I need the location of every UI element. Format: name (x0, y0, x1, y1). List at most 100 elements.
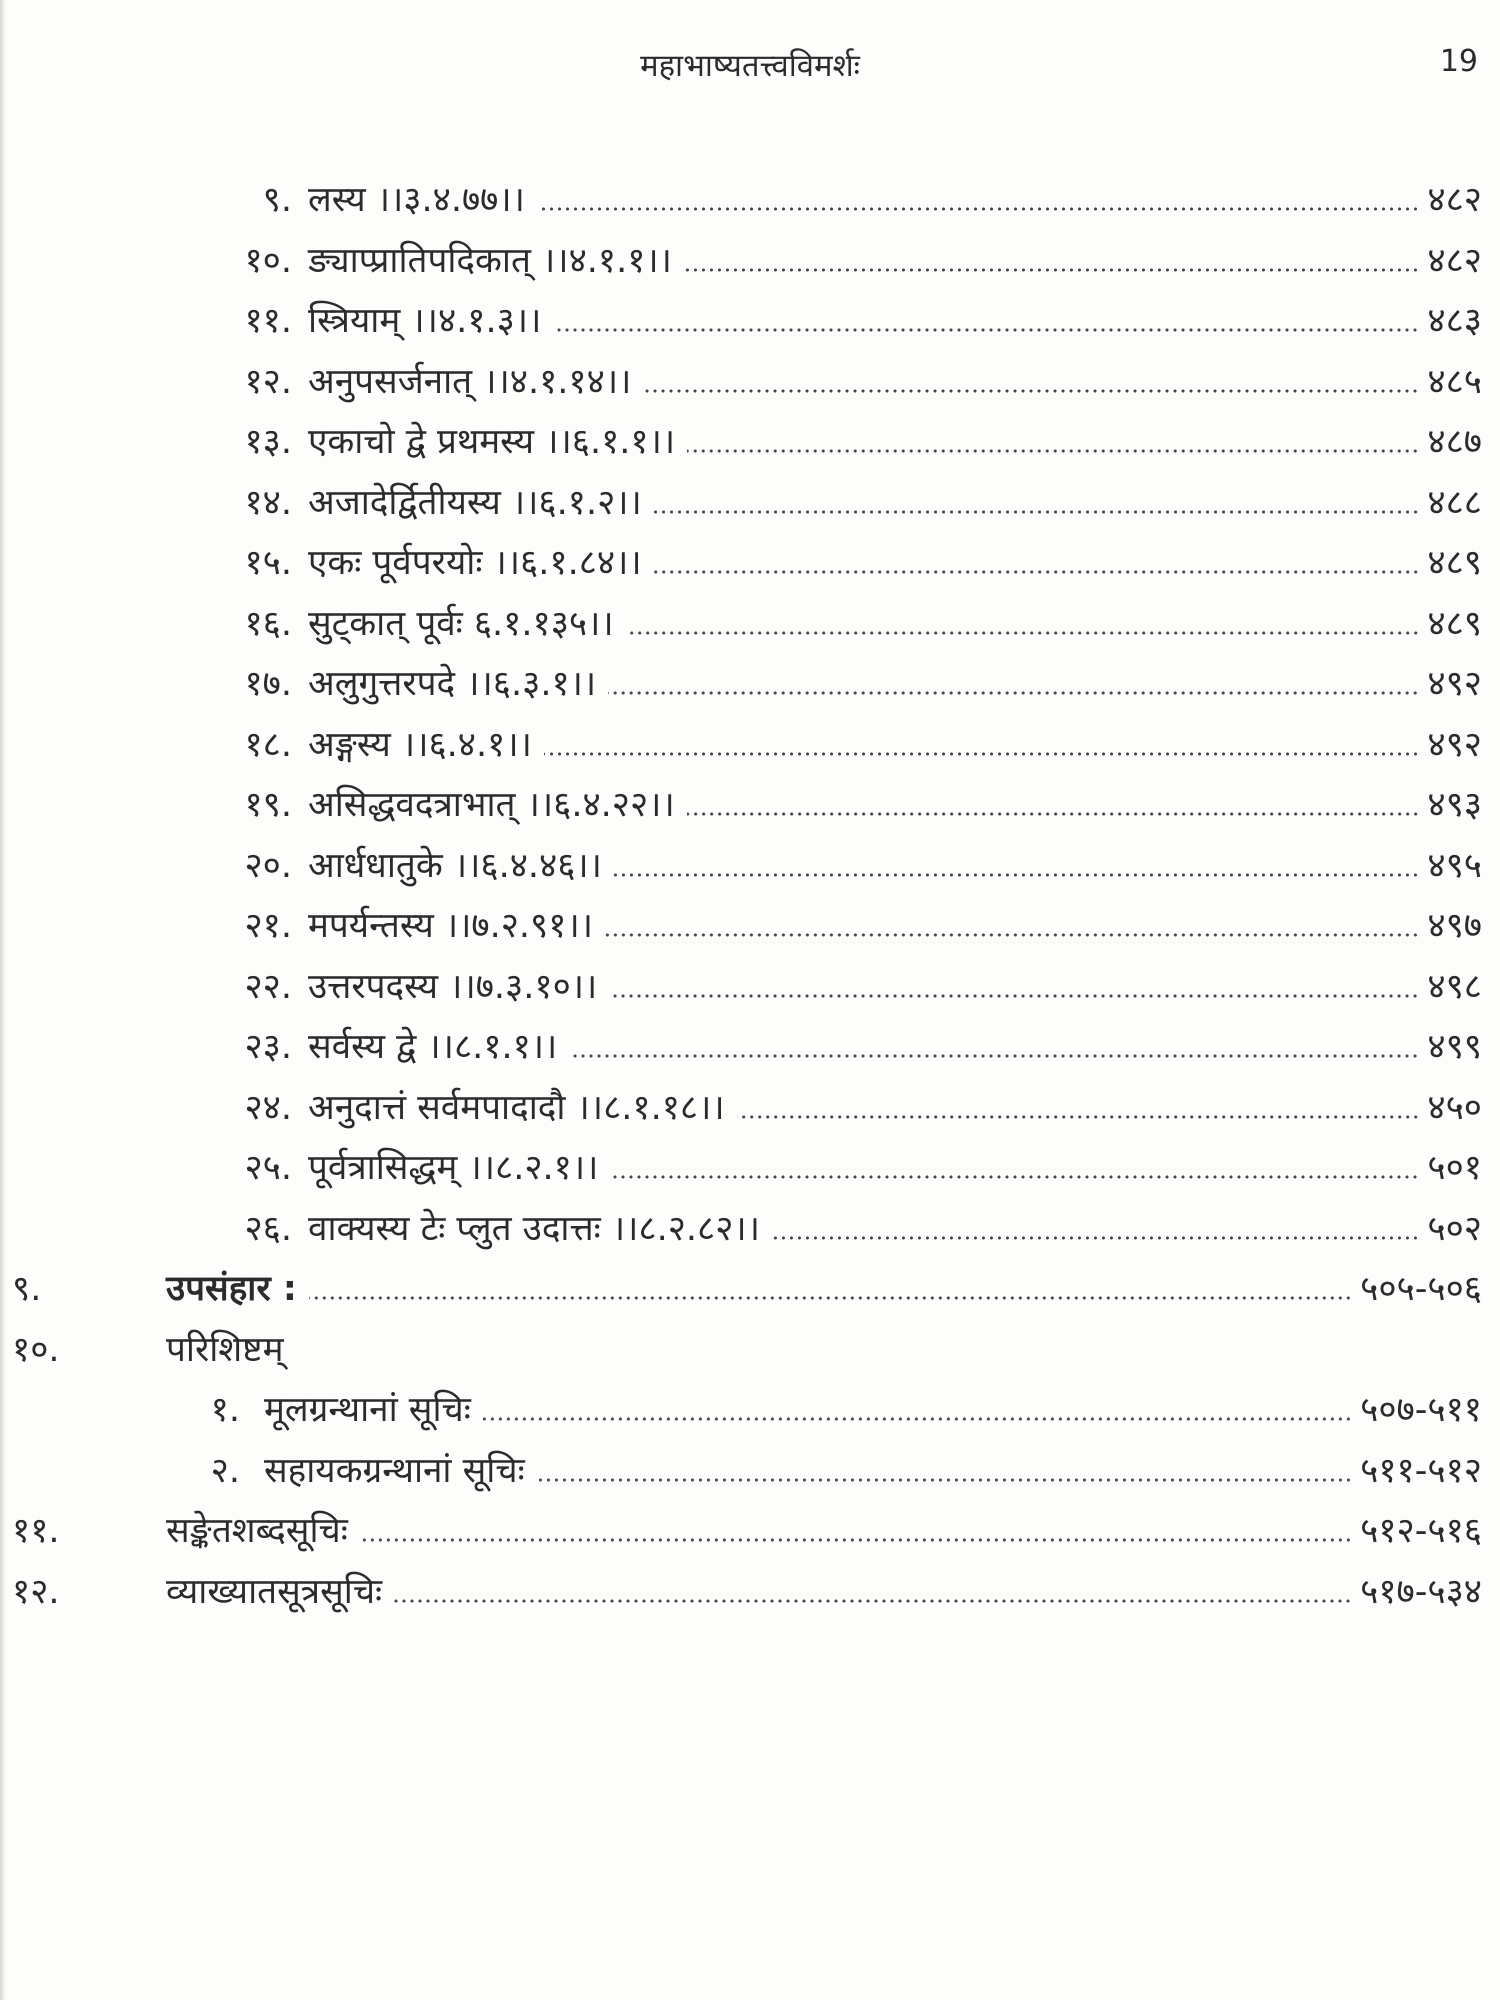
dot-leader (359, 1537, 1353, 1543)
toc-entry-title: सङ्केतशब्दसूचिः (166, 1511, 348, 1551)
toc-entry-number: १०. (12, 1329, 60, 1370)
toc-entry-page: ४८९ (1427, 603, 1482, 644)
toc-entry: ९. उपसंहार : ५०५-५०६ (0, 1265, 1482, 1313)
dot-leader (686, 811, 1420, 817)
toc-entry-number: १६. (244, 603, 292, 644)
dot-leader (643, 387, 1420, 394)
dot-leader (536, 1476, 1353, 1483)
toc-entry: २१. मपर्यन्तस्य ।।७.२.९१।। ४९७ (0, 902, 1482, 950)
dot-leader (613, 871, 1420, 878)
toc-entry: २०. आर्धधातुके ।।६.४.४६।। ४९५ (0, 842, 1482, 890)
toc-entry: ११. स्त्रियाम् ।।४.१.३।। ४८३ (0, 297, 1482, 345)
toc-entry-title: व्याख्यातसूत्रसूचिः (166, 1571, 383, 1612)
dot-leader (569, 1053, 1420, 1059)
dot-leader (683, 266, 1420, 273)
toc-entry-page: ४९८ (1427, 966, 1482, 1007)
toc-entry-title: पूर्वत्रासिद्धम् ।।८.२.१।। (308, 1148, 599, 1188)
dot-leader (394, 1597, 1353, 1604)
toc-entry-title: अलुगुत्तरपदे ।।६.३.१।। (308, 664, 597, 704)
toc-entry-number: ९. (262, 180, 292, 220)
toc-entry-page: ४५० (1427, 1087, 1482, 1128)
toc-entry-title: ङ्याप्प्रातिपदिकात् ।।४.१.१।। (308, 240, 672, 281)
toc-entry: २६. वाक्यस्य टेः प्लुत उदात्तः ।।८.२.८२।।… (0, 1205, 1482, 1253)
toc-entry: १३. एकाचो द्वे प्रथमस्य ।।६.१.१।। ४८७ (0, 418, 1482, 466)
toc-entry-page: ४८५ (1427, 361, 1482, 402)
toc-entry-page: ५११-५१२ (1360, 1450, 1482, 1491)
toc-entry-title: अनुदात्तं सर्वमपादादौ ।।८.१.१८।। (308, 1087, 725, 1128)
page-number: 19 (1439, 44, 1478, 79)
toc-entry-number: २३. (244, 1027, 292, 1067)
toc-entry-title: अङ्गस्य ।।६.४.१।। (308, 724, 532, 765)
dot-leader (609, 992, 1420, 999)
toc-entry: ११. सङ्केतशब्दसूचिः ५१२-५१६ (0, 1507, 1482, 1555)
toc-entry-title: वाक्यस्य टेः प्लुत उदात्तः ।।८.२.८२।। (308, 1208, 760, 1249)
toc-entry-page: ४८९ (1427, 543, 1482, 583)
toc-entry: १४. अजादेर्द्वितीयस्य ।।६.१.२।। ४८८ (0, 479, 1482, 527)
running-header-title: महाभाष्यतत्त्वविमर्शः (640, 48, 860, 84)
toc-entry-page: ४८७ (1427, 422, 1482, 462)
page-gutter-shadow (0, 0, 6, 2000)
toc-entry-title: लस्य ।।३.४.७७।। (308, 180, 525, 220)
toc-entry-page: ४८२ (1427, 240, 1482, 281)
dot-leader (610, 1174, 1420, 1180)
toc-entry: १२. व्याख्यातसूत्रसूचिः ५१७-५३४ (0, 1568, 1482, 1616)
dot-leader (536, 206, 1420, 212)
toc-entry-title: परिशिष्टम् (166, 1329, 284, 1370)
toc-entry-number: २२. (244, 966, 292, 1007)
toc-entry-page: ४९५ (1427, 845, 1482, 886)
dot-leader (687, 448, 1420, 454)
dot-leader (308, 1295, 1353, 1301)
toc-entry: १८. अङ्गस्य ।।६.४.१।। ४९२ (0, 721, 1482, 769)
dot-leader (543, 750, 1420, 757)
toc-entry-number: २६. (244, 1208, 292, 1249)
toc-entry-title: अजादेर्द्वितीयस्य ।।६.१.२।। (308, 482, 642, 523)
toc-entry: १७. अलुगुत्तरपदे ।।६.३.१।। ४९२ (0, 660, 1482, 708)
toc-entry-number: १०. (244, 240, 292, 281)
toc-entry-page: ५०५-५०६ (1360, 1269, 1482, 1309)
dot-leader (653, 569, 1420, 575)
dot-leader (553, 327, 1420, 333)
dot-leader (482, 1416, 1353, 1422)
toc-entry-number: ११. (12, 1511, 60, 1551)
dot-leader (653, 508, 1420, 515)
dot-leader (608, 690, 1420, 696)
toc-entry-number: २०. (244, 845, 292, 886)
toc-entry-number: १८. (244, 724, 292, 765)
dot-leader (736, 1113, 1420, 1120)
toc-entry-number: १. (210, 1390, 240, 1430)
toc-entry: २. सहायकग्रन्थानां सूचिः ५११-५१२ (0, 1447, 1482, 1495)
toc-entry-title: एकाचो द्वे प्रथमस्य ।।६.१.१।। (308, 422, 676, 462)
toc-entry-number: १२. (12, 1571, 60, 1612)
toc-entry-page: ५१२-५१६ (1360, 1511, 1482, 1551)
toc-entry-title: मपर्यन्तस्य ।।७.२.९१।। (308, 906, 593, 946)
toc-entry-title: उपसंहार : (166, 1269, 297, 1309)
toc-entry: २४. अनुदात्तं सर्वमपादादौ ।।८.१.१८।। ४५० (0, 1084, 1482, 1132)
toc-entry-page: ५०७-५११ (1360, 1390, 1482, 1430)
toc-entry-page: ४९९ (1427, 1027, 1482, 1067)
toc-entry-title: एकः पूर्वपरयोः ।।६.१.८४।। (308, 543, 642, 583)
toc-entry: १०. परिशिष्टम् (0, 1326, 1482, 1374)
toc-entry: १९. असिद्धवदत्राभात् ।।६.४.२२।। ४९३ (0, 781, 1482, 829)
toc-entry-title: अनुपसर्जनात् ।।४.१.१४।। (308, 361, 632, 402)
toc-entry-page: ४९२ (1427, 664, 1482, 704)
toc-entry: २३. सर्वस्य द्वे ।।८.१.१।। ४९९ (0, 1023, 1482, 1071)
dot-leader (605, 932, 1420, 938)
toc-entry-number: १४. (244, 482, 292, 523)
toc-entry-page: ४८३ (1427, 301, 1482, 341)
toc-entry-page: ५०१ (1427, 1148, 1482, 1188)
toc-entry: ९. लस्य ।।३.४.७७।। ४८२ (0, 176, 1482, 224)
toc-entry-number: २. (210, 1450, 240, 1491)
toc-entry-title: असिद्धवदत्राभात् ।।६.४.२२।। (308, 785, 675, 825)
toc-entry-title: मूलग्रन्थानां सूचिः (264, 1390, 471, 1430)
toc-entry-title: उत्तरपदस्य ।।७.३.१०।। (308, 966, 598, 1007)
toc-entry: २२. उत्तरपदस्य ।।७.३.१०।। ४९८ (0, 963, 1482, 1011)
toc-entry-page: ४८२ (1427, 180, 1482, 220)
toc-entry-number: २१. (244, 906, 292, 946)
toc-entry: १२. अनुपसर्जनात् ।।४.१.१४।। ४८५ (0, 358, 1482, 406)
toc-entry-number: १२. (244, 361, 292, 402)
toc-entry-page: ४९३ (1427, 785, 1482, 825)
toc-entry-page: ४९७ (1427, 906, 1482, 946)
toc-entry: १५. एकः पूर्वपरयोः ।।६.१.८४।। ४८९ (0, 539, 1482, 587)
toc-entry: १६. सुट्कात् पूर्वः ६.१.१३५।। ४८९ (0, 600, 1482, 648)
toc-entry: २५. पूर्वत्रासिद्धम् ।।८.२.१।। ५०१ (0, 1144, 1482, 1192)
